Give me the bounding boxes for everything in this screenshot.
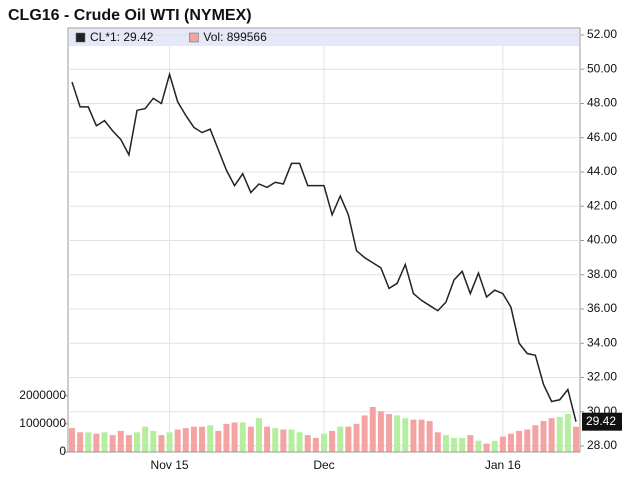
volume-bar (93, 433, 100, 452)
y2-tick-label: 32.00 (587, 370, 617, 384)
volume-bar (142, 426, 149, 452)
volume-bar (109, 435, 116, 452)
volume-bar (483, 443, 490, 452)
volume-bar (166, 432, 173, 452)
last-value-box (582, 412, 622, 431)
volume-bar (459, 437, 466, 452)
volume-bar (451, 437, 458, 452)
volume-bar (134, 432, 141, 452)
volume-bar (516, 430, 523, 452)
volume-bar (158, 435, 165, 452)
volume-bar (247, 426, 254, 452)
volume-bar (329, 430, 336, 452)
volume-bar (207, 425, 214, 452)
y2-tick-label: 44.00 (587, 164, 617, 178)
volume-bar (231, 422, 238, 452)
y2-tick-label: 28.00 (587, 438, 617, 452)
volume-bar (117, 430, 124, 452)
volume-bar (548, 418, 555, 452)
y2-tick-label: 34.00 (587, 335, 617, 349)
volume-bar (386, 414, 393, 452)
volume-bar (402, 418, 409, 452)
volume-bar (85, 432, 92, 452)
volume-bar (239, 422, 246, 452)
volume-bar (564, 414, 571, 452)
volume-bar (426, 421, 433, 452)
volume-bar (312, 437, 319, 452)
volume-bar (272, 428, 279, 452)
legend-label: CL*1: 29.42 (90, 30, 154, 44)
volume-bar (69, 428, 75, 452)
legend-swatch (75, 32, 86, 43)
volume-bar (199, 426, 206, 452)
volume-bar (394, 415, 401, 452)
volume-bar (190, 426, 197, 452)
volume-bar (556, 416, 563, 452)
volume-bar (369, 406, 376, 452)
volume-bar (434, 432, 441, 452)
y2-tick-label: 40.00 (587, 233, 617, 247)
volume-bar (491, 440, 498, 452)
volume-bar (475, 440, 482, 452)
legend-label: Vol: 899566 (203, 30, 267, 44)
legend-swatch (189, 32, 199, 43)
volume-bar (182, 428, 189, 452)
volume-bar (540, 421, 547, 452)
y-tick-label: 2000000 (19, 388, 66, 402)
x-tick-label: Dec (313, 458, 334, 472)
volume-bar (573, 426, 579, 452)
x-tick-label: Jan 16 (485, 458, 521, 472)
x-tick-label: Nov 15 (151, 458, 189, 472)
y-tick-label: 0 (59, 444, 66, 458)
volume-bar (353, 423, 360, 452)
y-tick-label: 1000000 (19, 416, 66, 430)
y2-tick-label: 42.00 (587, 198, 617, 212)
y2-tick-label: 50.00 (587, 61, 617, 75)
volume-bar (418, 419, 425, 452)
volume-bar (77, 432, 84, 452)
volume-bar (223, 423, 230, 452)
volume-bar (174, 429, 181, 452)
volume-bar (150, 430, 157, 452)
price-line (71, 71, 577, 422)
volume-bar (255, 418, 262, 452)
volume-bar (288, 429, 295, 452)
volume-bar (442, 435, 449, 452)
y2-tick-label: 38.00 (587, 267, 617, 281)
y2-tick-label: 36.00 (587, 301, 617, 315)
y2-tick-label: 46.00 (587, 130, 617, 144)
y2-tick-label: 48.00 (587, 96, 617, 110)
volume-bar (215, 430, 222, 452)
volume-bar (410, 419, 417, 452)
volume-bar (321, 433, 327, 452)
last-value-label: 29.42 (586, 414, 616, 428)
volume-bar (280, 429, 287, 452)
chart-title: CLG16 - Crude Oil WTI (NYMEX) (8, 7, 252, 24)
volume-bar (125, 435, 132, 452)
volume-bar (264, 426, 271, 452)
volume-bar (337, 426, 344, 452)
volume-bar (361, 415, 368, 452)
y2-tick-label: 52.00 (587, 27, 617, 41)
volume-bar (296, 432, 303, 452)
volume-bar (304, 435, 311, 452)
volume-bar (524, 429, 531, 452)
volume-bar (345, 426, 352, 452)
volume-bar (467, 435, 474, 452)
volume-bar (377, 411, 384, 452)
volume-bar (532, 425, 539, 452)
volume-bar (101, 432, 108, 452)
volume-bar (499, 436, 506, 452)
volume-bar (507, 433, 514, 452)
